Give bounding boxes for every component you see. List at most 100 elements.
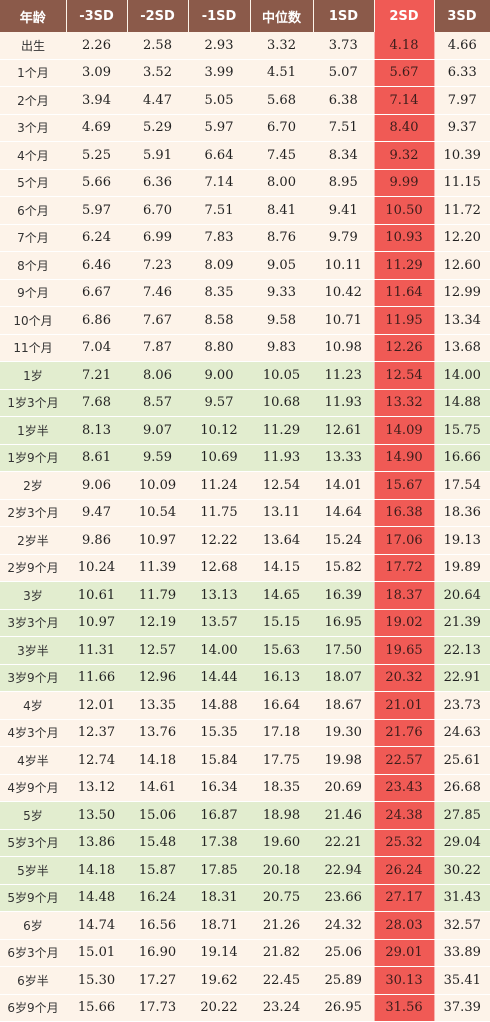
value-cell-minus2sd: 12.57 [127, 636, 188, 665]
value-cell-median: 13.11 [250, 499, 313, 527]
value-cell-median: 11.29 [250, 416, 313, 445]
value-cell-2sd: 9.32 [373, 141, 435, 170]
age-cell: 1岁 [0, 361, 66, 390]
value-cell-1sd: 10.11 [313, 251, 374, 280]
value-cell-median: 9.33 [250, 279, 313, 307]
value-cell-minus1sd: 8.35 [188, 279, 250, 307]
age-cell: 3岁半 [0, 636, 66, 665]
value-cell-2sd: 23.43 [373, 774, 435, 802]
age-cell: 7个月 [0, 224, 66, 252]
age-cell: 6岁半 [0, 966, 66, 995]
table-row: 10个月 6.86 7.67 8.58 9.58 10.71 11.95 13.34 [0, 306, 490, 335]
table-row: 8个月 6.46 7.23 8.09 9.05 10.11 11.29 12.60 [0, 251, 490, 280]
value-cell-2sd: 19.65 [373, 636, 435, 665]
value-cell-median: 9.58 [250, 306, 313, 335]
value-cell-3sd: 35.41 [434, 966, 490, 995]
value-cell-3sd: 19.13 [434, 526, 490, 555]
table-row: 4岁 12.01 13.35 14.88 16.64 18.67 21.01 23.73 [0, 691, 490, 720]
header-median: 中位数 [250, 0, 314, 32]
age-cell: 5岁3个月 [0, 829, 66, 857]
value-cell-3sd: 12.99 [434, 279, 490, 307]
value-cell-minus3sd: 6.67 [66, 279, 127, 307]
value-cell-3sd: 37.39 [434, 994, 490, 1022]
value-cell-minus1sd: 14.88 [188, 691, 250, 720]
value-cell-median: 16.13 [250, 664, 313, 692]
value-cell-minus1sd: 10.69 [188, 444, 250, 472]
value-cell-median: 13.64 [250, 526, 313, 555]
value-cell-1sd: 22.21 [313, 829, 374, 857]
value-cell-median: 3.32 [250, 32, 313, 60]
table-row: 2岁9个月 10.24 11.39 12.68 14.15 15.82 17.72 19.89 [0, 554, 490, 582]
value-cell-1sd: 25.89 [313, 966, 374, 995]
value-cell-minus3sd: 13.12 [66, 774, 127, 802]
value-cell-2sd: 11.95 [373, 306, 435, 335]
value-cell-minus1sd: 10.12 [188, 416, 250, 445]
value-cell-3sd: 9.37 [434, 114, 490, 142]
value-cell-median: 22.45 [250, 966, 313, 995]
value-cell-minus2sd: 15.48 [127, 829, 188, 857]
table-row: 6岁9个月 15.66 17.73 20.22 23.24 26.95 31.56 37.39 [0, 994, 490, 1022]
table-row: 1岁3个月 7.68 8.57 9.57 10.68 11.93 13.32 14.88 [0, 389, 490, 417]
value-cell-median: 19.60 [250, 829, 313, 857]
value-cell-minus3sd: 13.86 [66, 829, 127, 857]
value-cell-2sd: 21.76 [373, 719, 435, 747]
table-body: 出生 2.26 2.58 2.93 3.32 3.73 4.18 4.66 1个月 3.09 3.5… [0, 32, 490, 1022]
value-cell-3sd: 17.54 [434, 471, 490, 500]
value-cell-minus1sd: 12.22 [188, 526, 250, 555]
value-cell-minus2sd: 16.90 [127, 939, 188, 967]
value-cell-median: 9.05 [250, 251, 313, 280]
value-cell-median: 21.82 [250, 939, 313, 967]
value-cell-3sd: 13.34 [434, 306, 490, 335]
value-cell-minus2sd: 10.97 [127, 526, 188, 555]
value-cell-median: 20.18 [250, 856, 313, 885]
value-cell-median: 17.75 [250, 746, 313, 775]
value-cell-2sd: 12.54 [373, 361, 435, 390]
value-cell-2sd: 30.13 [373, 966, 435, 995]
table-row: 6个月 5.97 6.70 7.51 8.41 9.41 10.50 11.72 [0, 196, 490, 225]
age-cell: 6岁 [0, 911, 66, 940]
age-cell: 2岁9个月 [0, 554, 66, 582]
value-cell-2sd: 14.90 [373, 444, 435, 472]
value-cell-2sd: 9.99 [373, 169, 435, 197]
value-cell-minus3sd: 9.47 [66, 499, 127, 527]
value-cell-median: 15.15 [250, 609, 313, 637]
value-cell-minus3sd: 5.25 [66, 141, 127, 170]
age-cell: 1个月 [0, 59, 66, 87]
value-cell-median: 8.00 [250, 169, 313, 197]
value-cell-2sd: 11.64 [373, 279, 435, 307]
value-cell-minus2sd: 15.06 [127, 801, 188, 830]
table-row: 3岁3个月 10.97 12.19 13.57 15.15 16.95 19.02 21.39 [0, 609, 490, 637]
value-cell-minus2sd: 7.46 [127, 279, 188, 307]
value-cell-minus3sd: 8.61 [66, 444, 127, 472]
value-cell-3sd: 24.63 [434, 719, 490, 747]
table-row: 5个月 5.66 6.36 7.14 8.00 8.95 9.99 11.15 [0, 169, 490, 197]
value-cell-2sd: 11.29 [373, 251, 435, 280]
value-cell-3sd: 30.22 [434, 856, 490, 885]
value-cell-median: 8.76 [250, 224, 313, 252]
value-cell-minus3sd: 8.13 [66, 416, 127, 445]
value-cell-1sd: 19.30 [313, 719, 374, 747]
value-cell-minus1sd: 15.84 [188, 746, 250, 775]
value-cell-minus3sd: 5.66 [66, 169, 127, 197]
value-cell-minus2sd: 7.87 [127, 334, 188, 362]
value-cell-median: 11.93 [250, 444, 313, 472]
table-row: 3岁 10.61 11.79 13.13 14.65 16.39 18.37 20.64 [0, 581, 490, 610]
value-cell-minus3sd: 6.46 [66, 251, 127, 280]
value-cell-3sd: 23.73 [434, 691, 490, 720]
value-cell-3sd: 6.33 [434, 59, 490, 87]
value-cell-minus3sd: 15.66 [66, 994, 127, 1022]
value-cell-2sd: 25.32 [373, 829, 435, 857]
age-cell: 6个月 [0, 196, 66, 225]
value-cell-1sd: 24.32 [313, 911, 374, 940]
header-minus2sd: -2SD [127, 0, 189, 32]
value-cell-minus1sd: 16.34 [188, 774, 250, 802]
value-cell-minus1sd: 13.57 [188, 609, 250, 637]
value-cell-minus2sd: 12.19 [127, 609, 188, 637]
value-cell-minus3sd: 12.74 [66, 746, 127, 775]
value-cell-1sd: 6.38 [313, 86, 374, 115]
value-cell-median: 18.35 [250, 774, 313, 802]
table-row: 5岁3个月 13.86 15.48 17.38 19.60 22.21 25.32 29.04 [0, 829, 490, 857]
value-cell-median: 14.15 [250, 554, 313, 582]
value-cell-2sd: 14.09 [373, 416, 435, 445]
table-row: 6岁3个月 15.01 16.90 19.14 21.82 25.06 29.01 33.89 [0, 939, 490, 967]
